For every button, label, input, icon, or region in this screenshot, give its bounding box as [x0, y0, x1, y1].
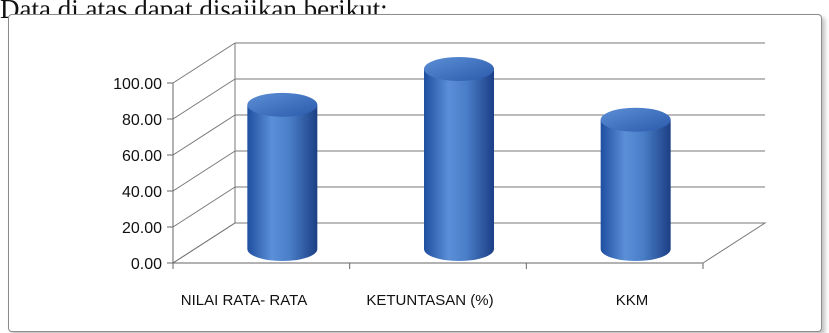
y-tick-label: 40.00 — [122, 184, 162, 201]
chart-frame — [8, 14, 822, 332]
x-category-label: NILAI RATA- RATA — [181, 292, 307, 309]
bar-body — [247, 104, 318, 261]
y-tick-label: 60.00 — [122, 148, 162, 165]
bar — [424, 57, 494, 261]
y-tick-label: 20.00 — [122, 220, 162, 237]
bar-body — [600, 119, 671, 261]
y-tick-label: 0.00 — [131, 256, 162, 273]
y-tick-label: 100.00 — [113, 76, 162, 93]
bar-body — [424, 69, 494, 261]
bar-top — [600, 107, 671, 132]
y-tick-label: 80.00 — [122, 112, 162, 129]
gridline-side — [172, 78, 236, 120]
axes — [167, 82, 704, 269]
bar — [600, 107, 671, 261]
gridline-side — [172, 150, 236, 192]
bars — [247, 57, 671, 261]
gridline-side — [172, 186, 236, 228]
x-category-label: KETUNTASAN (%) — [366, 292, 493, 309]
bar-top — [247, 92, 318, 117]
bar-top — [424, 57, 494, 81]
gridline-side — [172, 114, 236, 156]
x-category-label: KKM — [616, 292, 649, 309]
y-tick-labels: 0.00 20.00 40.00 60.00 80.00 100.00 — [113, 76, 162, 273]
x-category-labels: NILAI RATA- RATA KETUNTASAN (%) KKM — [181, 292, 648, 309]
gridlines — [172, 42, 767, 264]
gridline-side — [172, 42, 236, 84]
gridline-side — [172, 222, 236, 264]
bar — [247, 92, 318, 261]
